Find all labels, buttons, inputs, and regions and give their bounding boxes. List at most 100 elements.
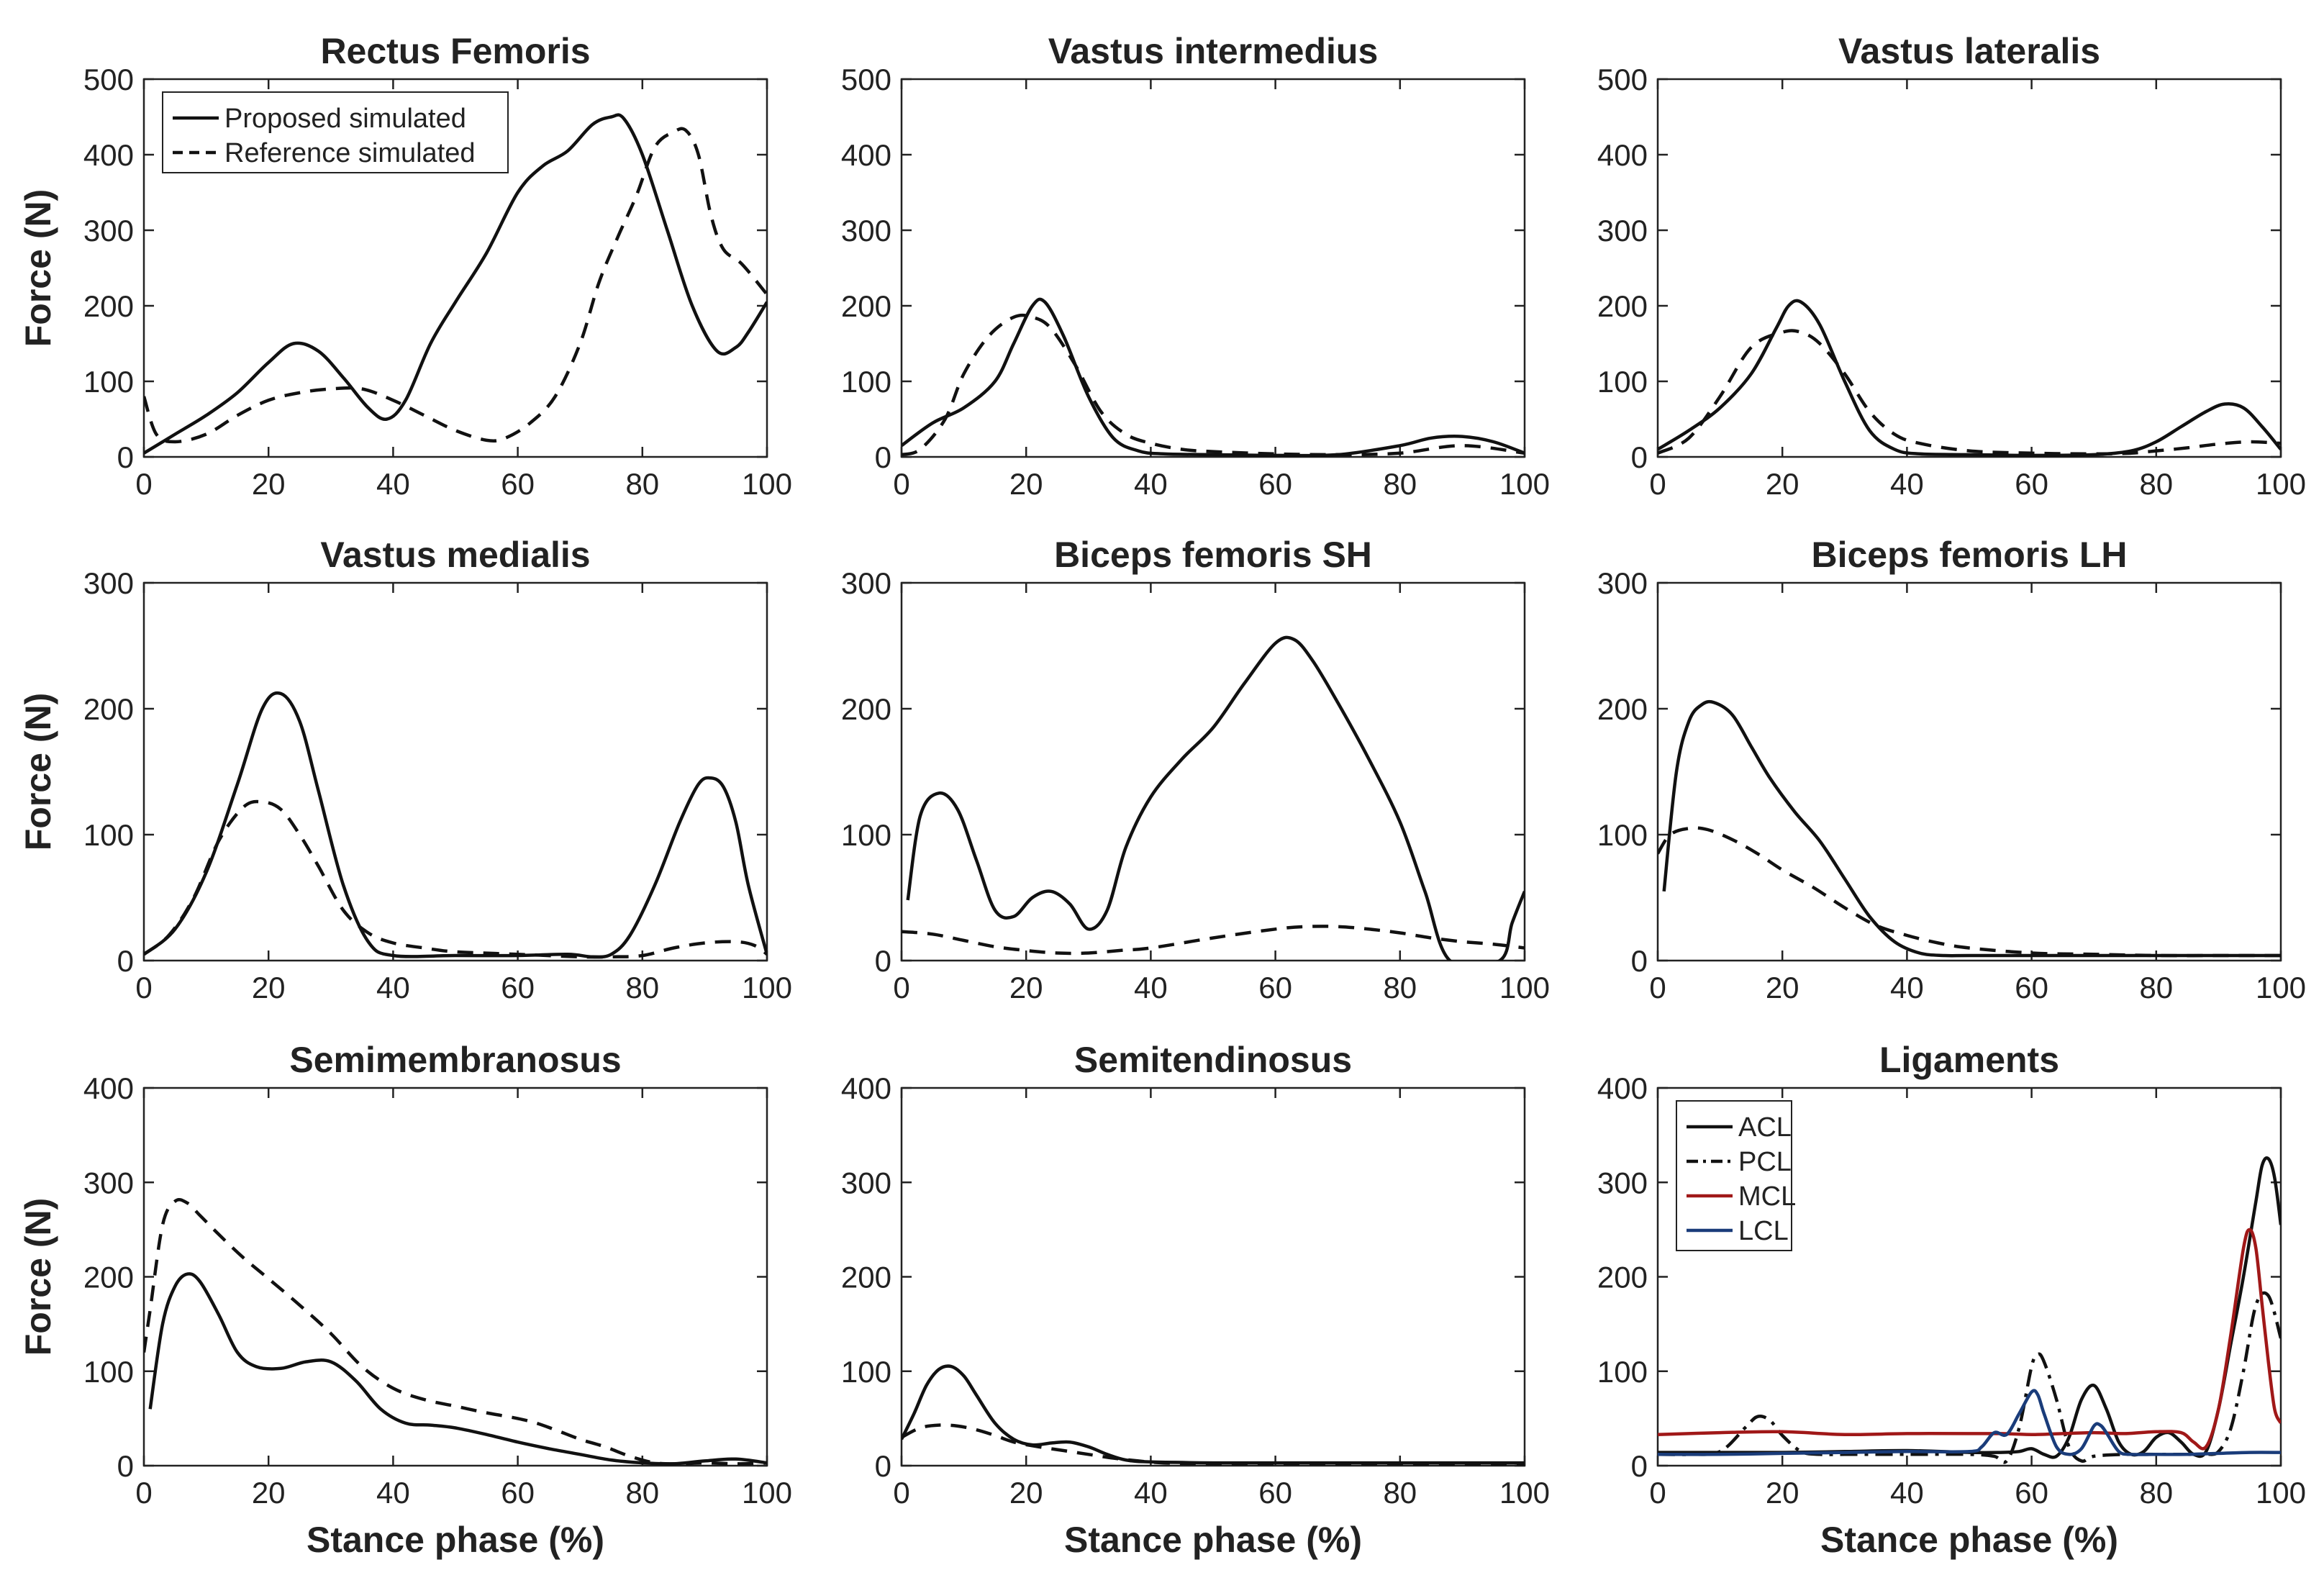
legend-box [162,91,509,173]
subplot-title: Semimembranosus [289,1040,621,1080]
series-line-proposed-simulated [144,113,767,455]
x-tick-label: 0 [893,1476,909,1510]
x-tick-label: 40 [376,971,410,1004]
y-tick-label: 400 [841,1071,891,1105]
y-tick-label: 500 [841,63,891,96]
x-axis-label: Stance phase (%) [307,1520,604,1560]
subplot-biceps-femoris-sh: Biceps femoris SH 0 20 40 60 80 100 0 100 200 300 [841,535,1550,1004]
subplot-vastus-medialis: Vastus medialis 0 20 40 60 80 100 0 100 200 300 For… [18,535,792,1004]
x-tick-label: 80 [625,971,659,1004]
series-line-reference-simulated [144,799,767,959]
y-tick-label: 200 [83,289,134,323]
subplot-vastus-lateralis: Vastus lateralis 0 20 40 60 80 100 0 100 200 300 40… [1597,31,2306,501]
x-tick-label: 80 [2139,1476,2173,1510]
series-group [902,1364,1525,1466]
x-tick-label: 100 [1499,971,1550,1004]
axes-box [1656,581,2282,962]
y-tick-label: 0 [1631,944,1648,978]
x-tick-label: 40 [1890,467,1924,501]
series-group [1658,1156,2281,1464]
y-tick-label: 400 [83,1071,134,1105]
x-tick-label: 0 [135,1476,152,1510]
x-tick-label: 40 [376,467,410,501]
axes-box [1656,78,2282,458]
legend-label-lcl: LCL [1738,1216,1789,1246]
legend-label-pcl: PCL [1738,1147,1792,1177]
subplot-vastus-intermedius: Vastus intermedius 0 20 40 60 80 100 0 100 200 300… [841,31,1550,501]
y-tick-label: 200 [1597,289,1648,323]
x-tick-label: 60 [501,1476,535,1510]
x-tick-label: 40 [1890,1476,1924,1510]
y-tick-label: 300 [1597,1166,1648,1199]
series-group [902,635,1525,961]
legend-label-acl: ACL [1738,1112,1792,1143]
y-tick-label: 100 [1597,1355,1648,1389]
x-tick-label: 0 [135,971,152,1004]
y-tick-label: 300 [83,1166,134,1199]
series-line-proposed-simulated [902,1364,1525,1465]
x-tick-label: 60 [2015,1476,2048,1510]
y-tick-label: 300 [1597,214,1648,248]
y-tick-label: 0 [117,1449,134,1483]
x-tick-label: 20 [1766,1476,1799,1510]
series-line-reference-simulated [144,1198,767,1466]
y-tick-label: 200 [1597,692,1648,726]
subplot-biceps-femoris-lh: Biceps femoris LH 0 20 40 60 80 100 0 100 200 300 [1597,535,2306,1004]
x-tick-label: 40 [1134,467,1168,501]
x-axis-label: Stance phase (%) [1820,1520,2118,1560]
y-tick-label: 100 [83,1355,134,1389]
legend: Proposed simulated Reference simulated [162,91,509,173]
y-tick-label: 400 [1597,138,1648,172]
x-tick-label: 20 [1009,1476,1043,1510]
y-tick-label: 500 [83,63,134,96]
y-axis-label: Force (N) [18,189,58,347]
x-tick-label: 20 [1766,971,1799,1004]
x-tick-label: 100 [742,971,792,1004]
y-tick-label: 0 [1631,440,1648,474]
x-tick-label: 60 [1258,971,1292,1004]
y-tick-label: 300 [841,214,891,248]
x-tick-label: 100 [1499,1476,1550,1510]
series-group [144,691,767,959]
x-tick-label: 60 [1258,1476,1292,1510]
series-line-proposed-simulated [1662,699,2281,958]
x-tick-label: 20 [1766,467,1799,501]
series-group [902,297,1525,457]
x-tick-label: 100 [742,467,792,501]
y-tick-label: 200 [841,692,891,726]
x-tick-label: 40 [1134,971,1168,1004]
series-group [144,1198,767,1466]
y-tick-label: 0 [117,944,134,978]
x-tick-label: 0 [135,467,152,501]
x-tick-label: 20 [252,467,286,501]
x-tick-label: 80 [1383,971,1417,1004]
subplot-rectus-femoris: Rectus Femoris 0 20 40 60 80 100 0 100 200 300 400 5… [18,31,792,501]
subplot-title: Vastus lateralis [1838,31,2100,71]
series-line-pcl [1658,1291,2281,1464]
y-tick-label: 0 [875,1449,891,1483]
y-tick-label: 500 [1597,63,1648,96]
x-tick-label: 60 [2015,971,2048,1004]
y-tick-label: 100 [1597,818,1648,852]
x-tick-label: 40 [1134,1476,1168,1510]
y-tick-label: 400 [841,138,891,172]
y-tick-label: 0 [875,944,891,978]
legend-label-proposed-simulated: Proposed simulated [224,104,466,134]
subplot-title: Vastus intermedius [1048,31,1379,71]
y-axis-label: Force (N) [18,693,58,850]
y-tick-label: 0 [1631,1449,1648,1483]
subplot-ligaments: Ligaments 0 20 40 60 80 100 0 100 200 300 400 Stance… [1597,1040,2306,1560]
legend-label-reference-simulated: Reference simulated [224,138,476,168]
series-line-proposed-simulated [144,691,767,959]
y-tick-label: 300 [83,214,134,248]
x-tick-label: 40 [376,1476,410,1510]
series-line-reference-simulated [902,313,1525,457]
series-line-reference-simulated [144,127,767,444]
y-tick-label: 300 [83,566,134,600]
x-tick-label: 80 [1383,467,1417,501]
y-tick-label: 300 [1597,566,1648,600]
series-line-reference-simulated [1658,826,2281,958]
series-line-reference-simulated [1658,329,2281,456]
axes-box [900,78,1526,458]
axes-box [142,1086,768,1467]
